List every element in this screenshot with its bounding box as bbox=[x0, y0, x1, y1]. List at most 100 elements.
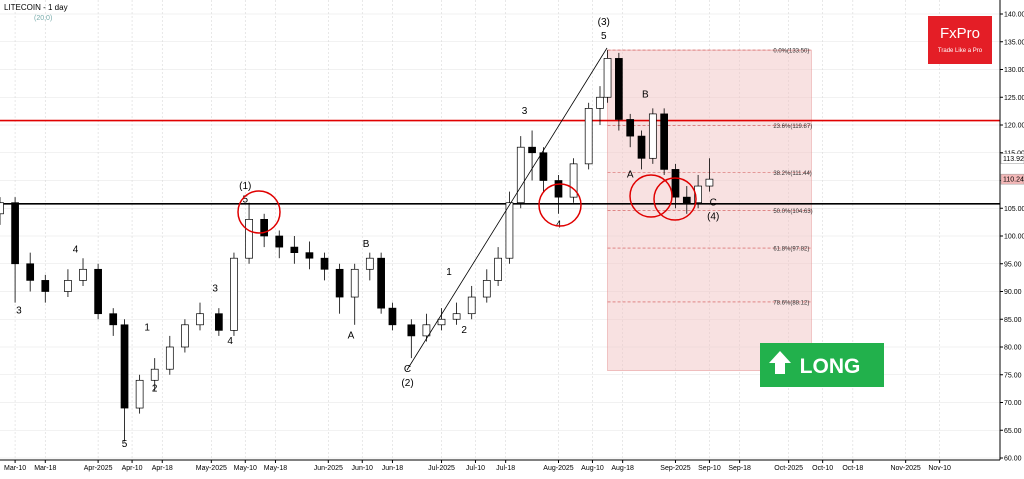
candle-body bbox=[305, 252, 314, 259]
x-tick-label: Apr-10 bbox=[122, 465, 143, 472]
note-layer: 113.92110.243412534(1)5BAC(2)1234(3)5BAC… bbox=[16, 17, 1024, 450]
candle-body bbox=[603, 58, 612, 98]
candle-body bbox=[569, 163, 578, 198]
x-tick-label: Aug-2025 bbox=[543, 465, 573, 472]
candle-body bbox=[660, 113, 669, 170]
y-tick-label: 70.00 bbox=[1004, 400, 1022, 407]
candle-body bbox=[482, 280, 491, 298]
y-tick-label: 140.00 bbox=[1004, 12, 1024, 19]
circle bbox=[237, 190, 281, 234]
wave-label: 1 bbox=[144, 322, 150, 333]
candle-body bbox=[165, 346, 174, 370]
x-tick-label: Jul-2025 bbox=[428, 465, 455, 472]
candle-body bbox=[0, 202, 4, 215]
candle-body bbox=[94, 268, 102, 315]
candle-body bbox=[79, 268, 87, 281]
x-tick-label: Apr-2025 bbox=[84, 465, 113, 472]
candle-body bbox=[516, 146, 525, 204]
x-tick-label: Jun-10 bbox=[352, 465, 374, 472]
wave-label: 5 bbox=[122, 439, 128, 450]
wave-label: 3 bbox=[522, 106, 528, 117]
candle-body bbox=[505, 202, 514, 259]
y-tick-label: 90.00 bbox=[1004, 289, 1022, 296]
chart-subtitle: (20,0) bbox=[34, 15, 52, 22]
y-tick-label: 120.00 bbox=[1004, 123, 1024, 130]
y-tick-label: 105.00 bbox=[1004, 206, 1024, 213]
x-tick-label: Aug-10 bbox=[581, 465, 604, 472]
trend-line bbox=[406, 47, 608, 371]
chart-title: LITECOIN - 1 day bbox=[4, 3, 68, 12]
candle-body bbox=[615, 58, 623, 120]
logo-tagline: Trade Like a Pro bbox=[938, 48, 983, 54]
candle-body bbox=[539, 152, 548, 181]
fib-label: 38.2%(111.44) bbox=[773, 171, 811, 177]
candle-body bbox=[407, 324, 416, 337]
candle-body bbox=[275, 235, 284, 248]
candle-body bbox=[694, 185, 702, 204]
wave-label: 5 bbox=[243, 195, 249, 206]
x-tick-label: Sep-2025 bbox=[660, 465, 690, 472]
wave-label: 4 bbox=[227, 336, 233, 347]
logo-box bbox=[928, 16, 992, 64]
wave-label: 3 bbox=[16, 306, 22, 317]
y-tick-label: 125.00 bbox=[1004, 95, 1024, 102]
x-tick-label: Sep-10 bbox=[698, 465, 721, 472]
y-tick-label: 85.00 bbox=[1004, 317, 1022, 324]
candle-body bbox=[41, 280, 50, 292]
candle-body bbox=[109, 313, 118, 326]
x-tick-label: Oct-2025 bbox=[774, 465, 803, 472]
x-tick-label: Oct-18 bbox=[842, 465, 863, 472]
fib-layer: 0.0%(133.50) 23.6%(119.87) 38.2%(111.44) 50… bbox=[0, 49, 1000, 371]
fib-label: 23.6%(119.87) bbox=[773, 124, 812, 130]
x-tick-label: Jun-18 bbox=[382, 465, 404, 472]
y-tick-label: 80.00 bbox=[1004, 345, 1022, 352]
y-tick-label: 75.00 bbox=[1004, 372, 1022, 379]
fib-label: 50.0%(104.63) bbox=[773, 209, 812, 215]
candle-body bbox=[181, 324, 189, 348]
candle-body bbox=[350, 268, 359, 298]
wave-label: A bbox=[348, 331, 355, 342]
candle-body bbox=[196, 313, 204, 326]
brand-logo: FxPro Trade Like a Pro bbox=[928, 16, 992, 64]
candle-body bbox=[467, 296, 476, 315]
x-tick-label: May-18 bbox=[264, 465, 287, 472]
candle-body bbox=[554, 180, 563, 198]
circle bbox=[538, 183, 582, 227]
candle-body bbox=[437, 318, 446, 326]
wave-label: (2) bbox=[401, 378, 413, 389]
candle-body bbox=[648, 113, 657, 159]
x-tick-label: Jul-18 bbox=[496, 465, 515, 472]
y-tick-label: 95.00 bbox=[1004, 261, 1022, 268]
candle-body bbox=[388, 307, 397, 326]
wave-label: 2 bbox=[461, 325, 467, 336]
candle-body bbox=[120, 324, 129, 409]
candle-body bbox=[215, 313, 223, 331]
candle-body bbox=[494, 257, 502, 281]
wave-label: 4 bbox=[73, 245, 79, 256]
price-tag bbox=[1000, 153, 1024, 164]
wave-label: 4 bbox=[556, 220, 562, 231]
wave-label: 1 bbox=[446, 267, 452, 278]
candle-body bbox=[365, 257, 374, 270]
logo-name: FxPro bbox=[940, 25, 980, 42]
candle-body bbox=[260, 219, 269, 237]
fib-label: 61.8%(97.82) bbox=[773, 247, 809, 253]
candle-body bbox=[452, 313, 461, 320]
long-signal: LONG bbox=[760, 343, 884, 387]
y-tick-label: 135.00 bbox=[1004, 39, 1024, 46]
circle bbox=[653, 177, 697, 221]
candle-body bbox=[705, 178, 714, 187]
y-tick-label: 130.00 bbox=[1004, 67, 1024, 74]
candle-body bbox=[290, 246, 299, 254]
wave-label: A bbox=[627, 170, 634, 181]
price-tag-label: 113.92 bbox=[1003, 156, 1024, 163]
x-tick-label: Aug-18 bbox=[611, 465, 634, 472]
x-tick-label: Apr-18 bbox=[152, 465, 173, 472]
x-tick-label: May-10 bbox=[234, 465, 257, 472]
x-tick-label: Mar-18 bbox=[34, 465, 56, 472]
candle-body bbox=[637, 135, 646, 159]
price-tag bbox=[1000, 173, 1024, 185]
x-tick-label: Mar-10 bbox=[4, 465, 26, 472]
candle-body bbox=[626, 119, 635, 137]
y-tick-label: 100.00 bbox=[1004, 234, 1024, 241]
